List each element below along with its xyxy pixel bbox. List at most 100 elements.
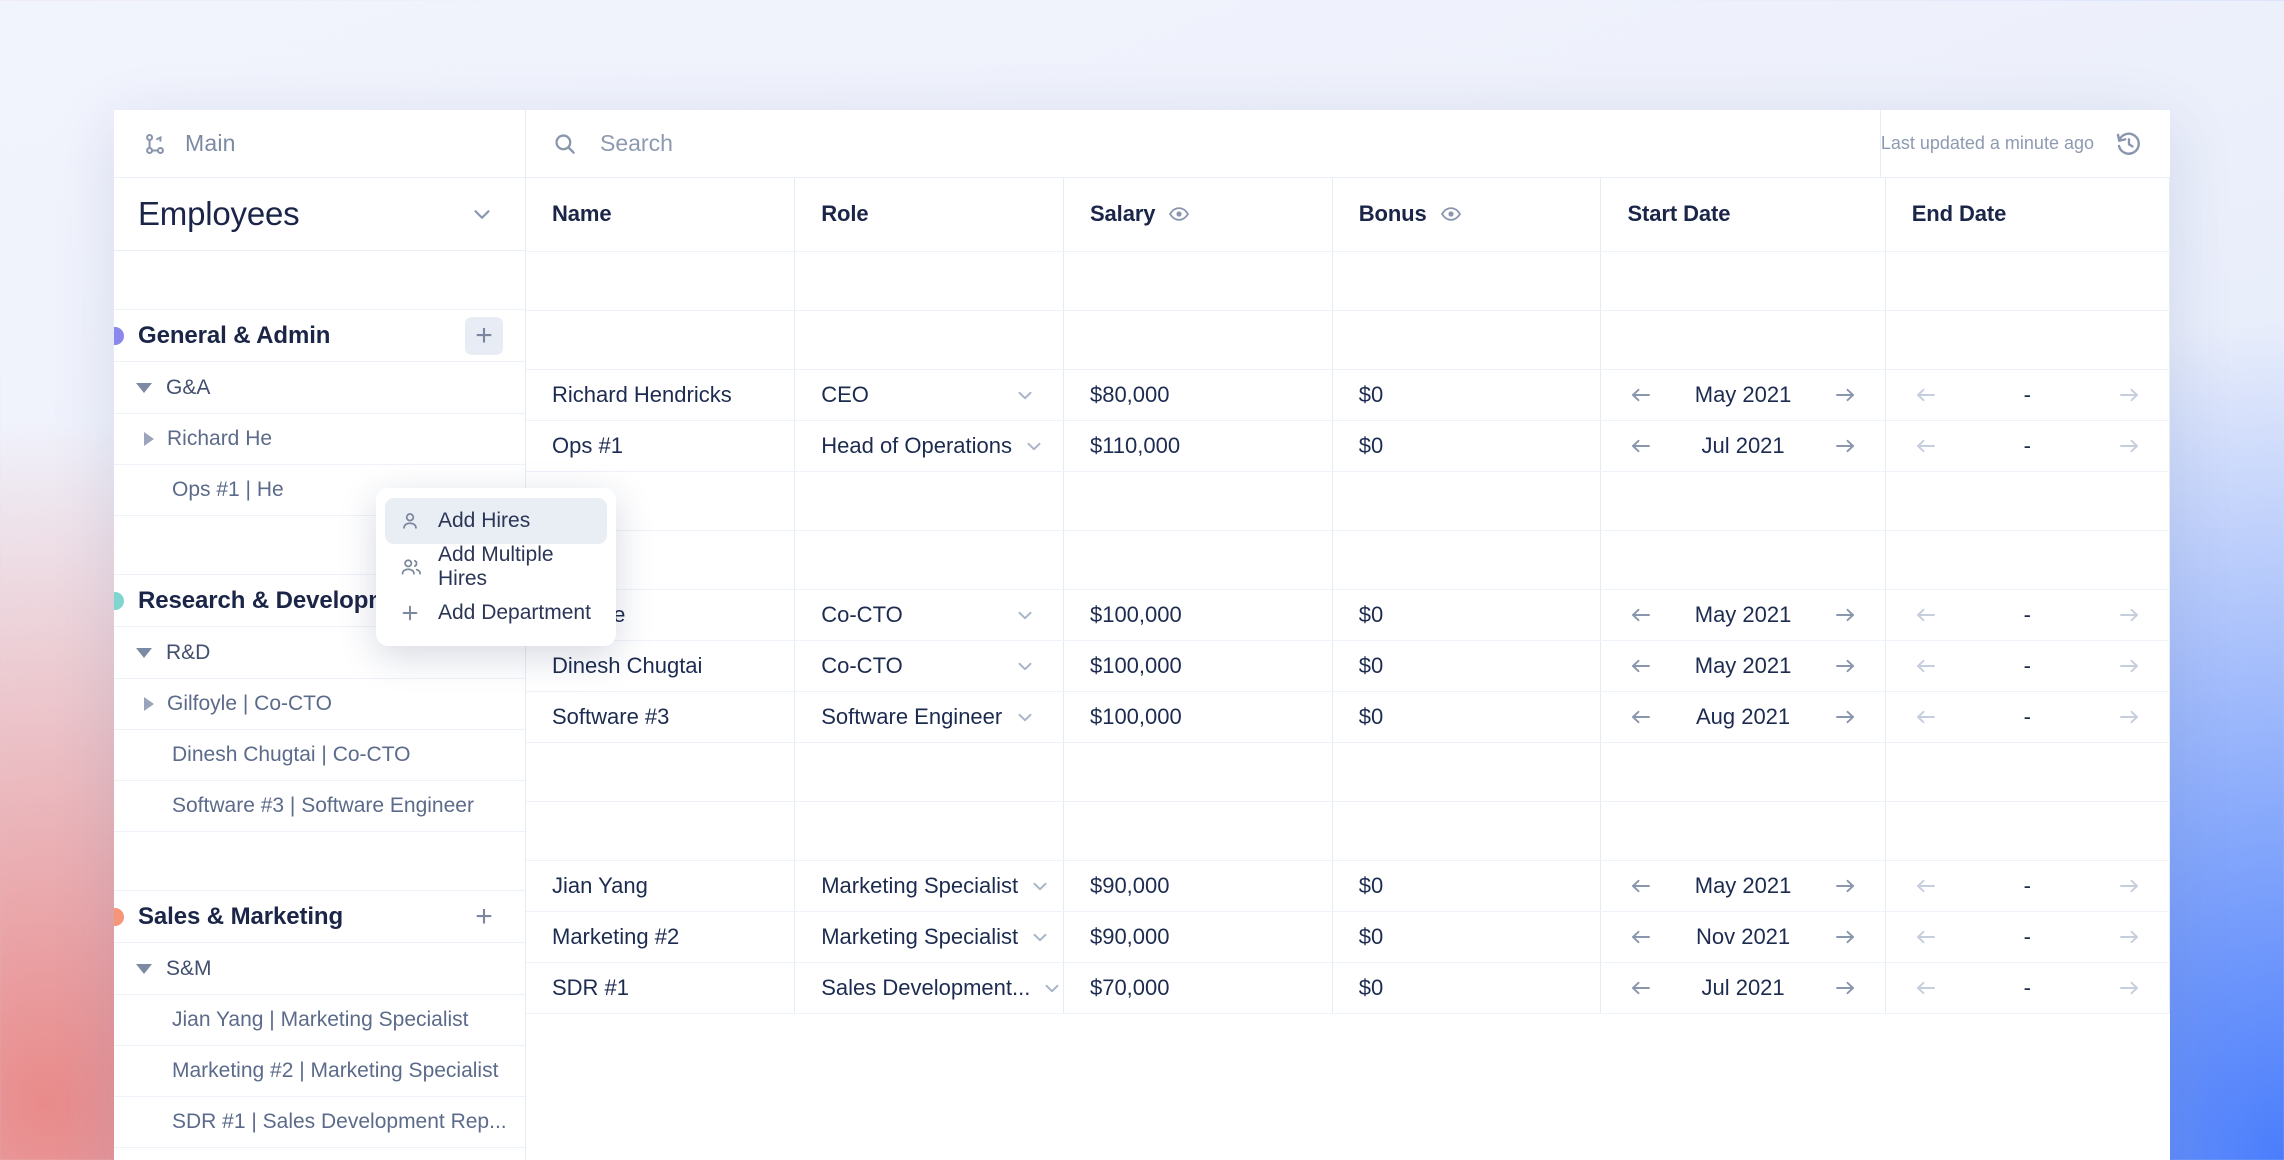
cell-start-date[interactable]: Aug 2021 — [1600, 691, 1886, 743]
table-row[interactable]: Jian Yang Marketing Specialist $90,000 $0 Ma… — [526, 860, 2170, 912]
cell-start-date[interactable]: Nov 2021 — [1600, 911, 1886, 963]
cell-name[interactable]: Software #3 — [526, 691, 796, 743]
column-header-name[interactable]: Name — [526, 178, 796, 252]
add-context-menu[interactable]: Add Hires Add Multiple Hires Add Departm… — [376, 488, 616, 646]
cell-salary[interactable]: $100,000 — [1063, 589, 1333, 641]
prev-month-arrow-icon[interactable] — [1627, 705, 1655, 729]
cell-start-date[interactable]: Jul 2021 — [1600, 420, 1886, 472]
triangle-down-icon[interactable] — [136, 647, 152, 658]
cell-name[interactable]: Marketing #2 — [526, 911, 796, 963]
cell-start-date[interactable]: May 2021 — [1600, 589, 1886, 641]
sidebar-employee-gilfoyle[interactable]: Gilfoyle | Co-CTO — [114, 679, 525, 730]
prev-month-arrow-icon[interactable] — [1627, 925, 1655, 949]
search-bar[interactable]: Search — [526, 110, 1880, 177]
add-to-department-button[interactable]: + — [465, 898, 503, 936]
chevron-down-icon[interactable] — [469, 201, 495, 227]
next-month-arrow-icon[interactable] — [2115, 976, 2143, 1000]
sidebar-employee-marketing2[interactable]: Marketing #2 | Marketing Specialist — [114, 1046, 525, 1097]
cell-role[interactable]: Co-CTO — [794, 640, 1064, 692]
column-header-role[interactable]: Role — [794, 178, 1064, 252]
triangle-down-icon[interactable] — [136, 963, 152, 974]
cell-role[interactable]: Co-CTO — [794, 589, 1064, 641]
cell-end-date[interactable]: - — [1885, 640, 2170, 692]
cell-name[interactable]: Jian Yang — [526, 860, 796, 912]
cell-bonus[interactable]: $0 — [1332, 420, 1602, 472]
next-month-arrow-icon[interactable] — [1831, 705, 1859, 729]
cell-bonus[interactable]: $0 — [1332, 640, 1602, 692]
cell-role[interactable]: Sales Development... — [794, 962, 1064, 1014]
column-header-salary[interactable]: Salary — [1063, 178, 1333, 252]
cell-bonus[interactable]: $0 — [1332, 691, 1602, 743]
chevron-down-icon[interactable] — [1028, 874, 1052, 898]
table-row[interactable]: Richard Hendricks CEO $80,000 $0 May 2021 - — [526, 369, 2170, 421]
next-month-arrow-icon[interactable] — [2115, 383, 2143, 407]
sidebar-employee-sdr1[interactable]: SDR #1 | Sales Development Rep... — [114, 1097, 525, 1148]
sidebar-employee-dinesh[interactable]: Dinesh Chugtai | Co-CTO — [114, 730, 525, 781]
prev-month-arrow-icon[interactable] — [1912, 705, 1940, 729]
prev-month-arrow-icon[interactable] — [1627, 383, 1655, 407]
triangle-down-icon[interactable] — [136, 382, 152, 393]
cell-name[interactable]: Ops #1 — [526, 420, 796, 472]
prev-month-arrow-icon[interactable] — [1627, 874, 1655, 898]
cell-end-date[interactable]: - — [1885, 691, 2170, 743]
prev-month-arrow-icon[interactable] — [1912, 654, 1940, 678]
next-month-arrow-icon[interactable] — [1831, 874, 1859, 898]
triangle-right-icon[interactable] — [144, 697, 154, 711]
cell-salary[interactable]: $100,000 — [1063, 691, 1333, 743]
cell-salary[interactable]: $90,000 — [1063, 860, 1333, 912]
search-input[interactable]: Search — [600, 130, 673, 156]
sidebar-employee-richard[interactable]: Richard He — [114, 414, 525, 465]
next-month-arrow-icon[interactable] — [1831, 976, 1859, 1000]
cell-end-date[interactable]: - — [1885, 962, 2170, 1014]
chevron-down-icon[interactable] — [1013, 603, 1037, 627]
chevron-down-icon[interactable] — [1022, 434, 1046, 458]
next-month-arrow-icon[interactable] — [1831, 434, 1859, 458]
cell-name[interactable]: Dinesh Chugtai — [526, 640, 796, 692]
cell-salary[interactable]: $70,000 — [1063, 962, 1333, 1014]
prev-month-arrow-icon[interactable] — [1912, 434, 1940, 458]
sidebar-employee-ops1[interactable]: Ops #1 | He — [114, 465, 525, 516]
prev-month-arrow-icon[interactable] — [1627, 654, 1655, 678]
cell-role[interactable]: Marketing Specialist — [794, 911, 1064, 963]
branch-selector[interactable]: Main — [114, 110, 526, 177]
cell-bonus[interactable]: $0 — [1332, 860, 1602, 912]
cell-name[interactable]: Richard Hendricks — [526, 369, 796, 421]
cell-bonus[interactable]: $0 — [1332, 911, 1602, 963]
cell-start-date[interactable]: Jul 2021 — [1600, 962, 1886, 1014]
table-row[interactable]: Ops #1 Head of Operations $110,000 $0 Jul 20… — [526, 420, 2170, 472]
next-month-arrow-icon[interactable] — [1831, 654, 1859, 678]
cell-end-date[interactable]: - — [1885, 420, 2170, 472]
cell-role[interactable]: Software Engineer — [794, 691, 1064, 743]
next-month-arrow-icon[interactable] — [1831, 925, 1859, 949]
table-row[interactable]: Marketing #2 Marketing Specialist $90,000 $… — [526, 911, 2170, 963]
table-row[interactable]: SDR #1 Sales Development... $70,000 $0 Jul 2… — [526, 962, 2170, 1014]
menu-item-add-department[interactable]: Add Department — [385, 590, 607, 636]
menu-item-add-hires[interactable]: Add Hires — [385, 498, 607, 544]
prev-month-arrow-icon[interactable] — [1912, 603, 1940, 627]
cell-start-date[interactable]: May 2021 — [1600, 860, 1886, 912]
next-month-arrow-icon[interactable] — [2115, 705, 2143, 729]
next-month-arrow-icon[interactable] — [2115, 603, 2143, 627]
next-month-arrow-icon[interactable] — [1831, 603, 1859, 627]
cell-salary[interactable]: $110,000 — [1063, 420, 1333, 472]
column-header-end-date[interactable]: End Date — [1885, 178, 2170, 252]
cell-salary[interactable]: $100,000 — [1063, 640, 1333, 692]
sidebar-group-sm[interactable]: S&M — [114, 943, 525, 995]
cell-role[interactable]: Head of Operations — [794, 420, 1064, 472]
sidebar-employee-jianyang[interactable]: Jian Yang | Marketing Specialist — [114, 995, 525, 1046]
prev-month-arrow-icon[interactable] — [1912, 874, 1940, 898]
chevron-down-icon[interactable] — [1040, 976, 1062, 1000]
cell-start-date[interactable]: May 2021 — [1600, 640, 1886, 692]
chevron-down-icon[interactable] — [1013, 383, 1037, 407]
cell-bonus[interactable]: $0 — [1332, 589, 1602, 641]
chevron-down-icon[interactable] — [1013, 654, 1037, 678]
next-month-arrow-icon[interactable] — [2115, 654, 2143, 678]
cell-bonus[interactable]: $0 — [1332, 962, 1602, 1014]
sidebar-header[interactable]: Employees — [114, 178, 525, 251]
cell-start-date[interactable]: May 2021 — [1600, 369, 1886, 421]
eye-icon[interactable] — [1440, 203, 1462, 225]
table-row[interactable]: Software #3 Software Engineer $100,000 $0 Au… — [526, 691, 2170, 743]
next-month-arrow-icon[interactable] — [1831, 383, 1859, 407]
cell-end-date[interactable]: - — [1885, 589, 2170, 641]
